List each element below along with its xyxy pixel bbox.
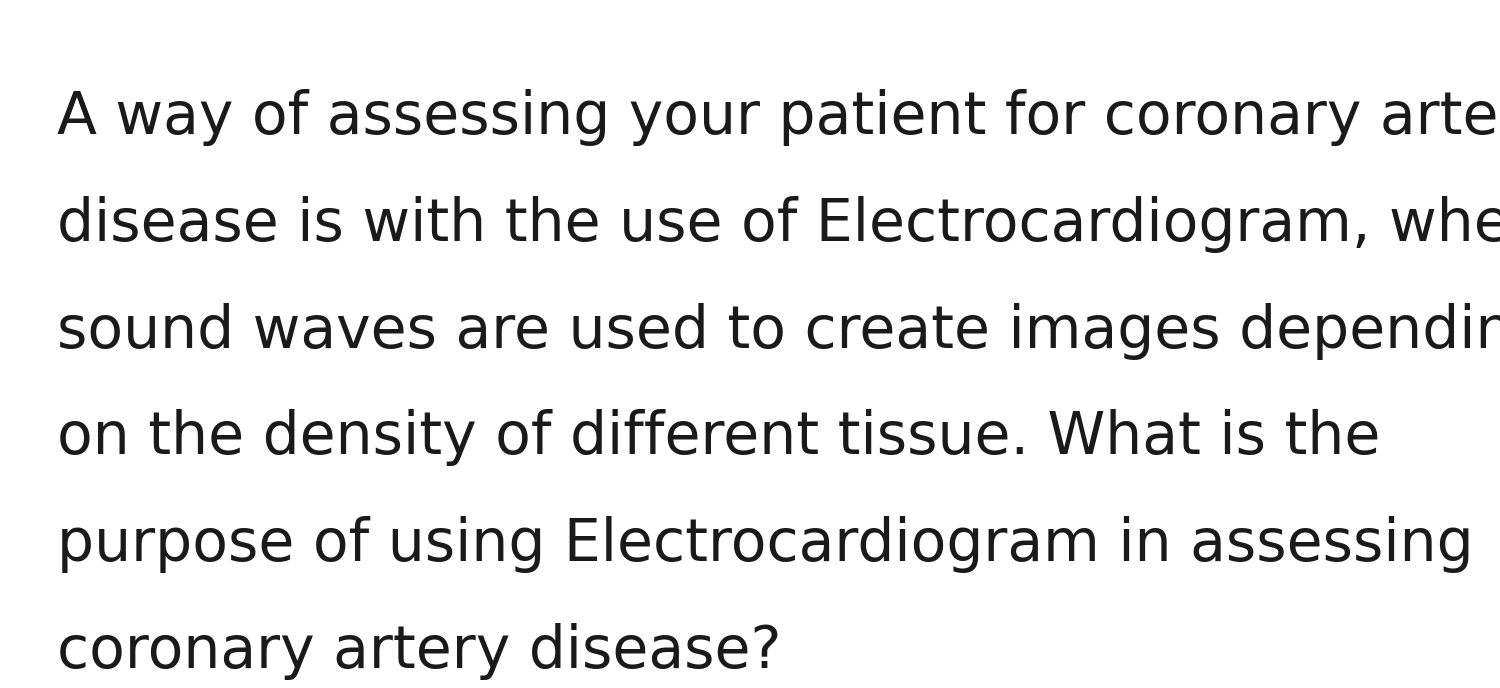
Text: sound waves are used to create images depending: sound waves are used to create images de… <box>57 303 1500 360</box>
Text: disease is with the use of Electrocardiogram, where: disease is with the use of Electrocardio… <box>57 196 1500 253</box>
Text: on the density of different tissue. What is the: on the density of different tissue. What… <box>57 409 1380 466</box>
Text: purpose of using Electrocardiogram in assessing: purpose of using Electrocardiogram in as… <box>57 516 1473 573</box>
Text: coronary artery disease?: coronary artery disease? <box>57 623 782 680</box>
Text: A way of assessing your patient for coronary artery: A way of assessing your patient for coro… <box>57 89 1500 147</box>
